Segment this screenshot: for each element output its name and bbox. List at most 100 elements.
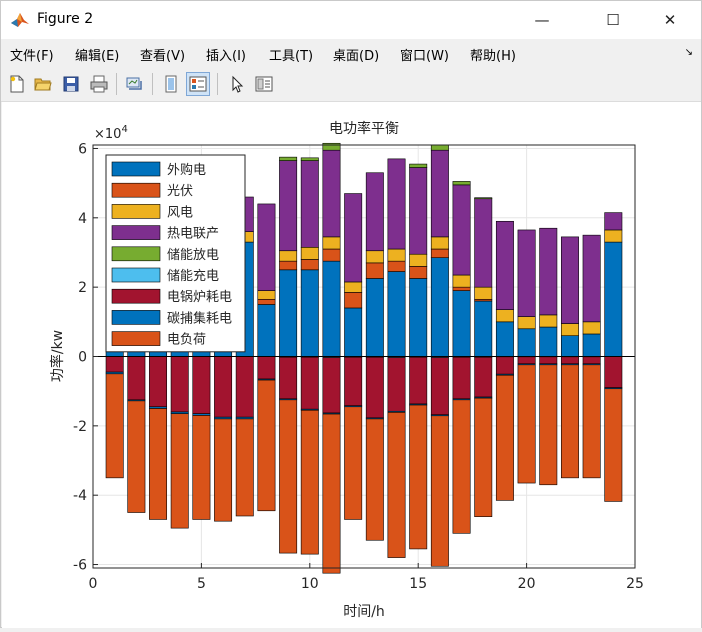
bar-segment-1-hour-11[interactable] bbox=[322, 260, 341, 357]
bar-segment-9-hour-7[interactable] bbox=[235, 418, 254, 517]
bar-segment-9-hour-8[interactable] bbox=[257, 379, 276, 512]
bar-segment-7-hour-16[interactable] bbox=[430, 357, 449, 416]
bar-segment-2-hour-16[interactable] bbox=[430, 248, 449, 258]
bar-segment-2-hour-14[interactable] bbox=[387, 260, 406, 272]
bar-segment-7-hour-13[interactable] bbox=[365, 356, 384, 419]
hide-plot-tools-icon[interactable] bbox=[159, 72, 183, 96]
menu-window[interactable]: 窗口(W) bbox=[400, 49, 449, 64]
menu-edit[interactable]: 编辑(E) bbox=[75, 49, 120, 64]
bar-segment-2-hour-9[interactable] bbox=[279, 260, 298, 271]
bar-segment-4-hour-21[interactable] bbox=[539, 227, 558, 316]
bar-segment-3-hour-21[interactable] bbox=[539, 314, 558, 328]
link-plot-icon[interactable] bbox=[122, 72, 146, 96]
bar-segment-9-hour-1[interactable] bbox=[105, 373, 124, 479]
bar-segment-4-hour-8[interactable] bbox=[257, 203, 276, 291]
bar-segment-5-hour-11[interactable] bbox=[322, 142, 341, 151]
bar-segment-9-hour-14[interactable] bbox=[387, 412, 406, 558]
bar-segment-7-hour-1[interactable] bbox=[105, 356, 124, 373]
bar-segment-2-hour-12[interactable] bbox=[344, 292, 363, 309]
bar-segment-3-hour-18[interactable] bbox=[474, 286, 493, 300]
bar-segment-2-hour-17[interactable] bbox=[452, 286, 471, 291]
bar-segment-3-hour-20[interactable] bbox=[517, 316, 536, 330]
print-icon[interactable] bbox=[87, 72, 111, 96]
bar-segment-1-hour-24[interactable] bbox=[604, 241, 623, 357]
bar-segment-3-hour-9[interactable] bbox=[279, 250, 298, 262]
bar-segment-9-hour-24[interactable] bbox=[604, 388, 623, 502]
bar-segment-7-hour-20[interactable] bbox=[517, 356, 536, 365]
bar-segment-1-hour-21[interactable] bbox=[539, 326, 558, 357]
pointer-icon[interactable] bbox=[225, 72, 249, 96]
bar-segment-4-hour-14[interactable] bbox=[387, 158, 406, 250]
new-figure-icon[interactable] bbox=[5, 72, 29, 96]
bar-segment-7-hour-12[interactable] bbox=[344, 356, 363, 407]
bar-segment-9-hour-15[interactable] bbox=[409, 404, 428, 550]
bar-segment-7-hour-15[interactable] bbox=[409, 356, 428, 405]
bar-segment-2-hour-11[interactable] bbox=[322, 248, 341, 262]
bar-segment-7-hour-22[interactable] bbox=[560, 356, 579, 365]
menu-help[interactable]: 帮助(H) bbox=[470, 49, 516, 64]
bar-segment-3-hour-13[interactable] bbox=[365, 250, 384, 264]
show-plot-tools-icon[interactable] bbox=[186, 72, 210, 96]
bar-segment-9-hour-2[interactable] bbox=[127, 400, 146, 513]
bar-segment-1-hour-20[interactable] bbox=[517, 328, 536, 357]
bar-segment-3-hour-23[interactable] bbox=[582, 321, 601, 335]
bar-segment-2-hour-13[interactable] bbox=[365, 262, 384, 279]
bar-segment-4-hour-18[interactable] bbox=[474, 198, 493, 288]
bar-segment-1-hour-9[interactable] bbox=[279, 269, 298, 357]
bar-segment-1-hour-19[interactable] bbox=[495, 321, 514, 357]
bar-segment-1-hour-14[interactable] bbox=[387, 271, 406, 357]
insert-colorbar-icon[interactable] bbox=[252, 72, 276, 96]
bar-segment-4-hour-11[interactable] bbox=[322, 149, 341, 238]
bar-segment-7-hour-10[interactable] bbox=[300, 356, 319, 410]
bar-segment-5-hour-15[interactable] bbox=[409, 163, 428, 168]
menu-view[interactable]: 查看(V) bbox=[140, 49, 186, 64]
bar-segment-7-hour-9[interactable] bbox=[279, 356, 298, 400]
bar-segment-4-hour-10[interactable] bbox=[300, 160, 319, 248]
bar-segment-5-hour-10[interactable] bbox=[300, 157, 319, 161]
bar-segment-1-hour-23[interactable] bbox=[582, 333, 601, 357]
bar-segment-9-hour-18[interactable] bbox=[474, 397, 493, 517]
menu-insert[interactable]: 插入(I) bbox=[206, 49, 246, 64]
bar-segment-9-hour-19[interactable] bbox=[495, 374, 514, 501]
bar-segment-9-hour-16[interactable] bbox=[430, 415, 449, 567]
bar-segment-4-hour-17[interactable] bbox=[452, 184, 471, 276]
bar-segment-7-hour-18[interactable] bbox=[474, 356, 493, 398]
bar-segment-3-hour-16[interactable] bbox=[430, 236, 449, 250]
bar-segment-9-hour-17[interactable] bbox=[452, 399, 471, 534]
minimize-button[interactable]: — bbox=[519, 1, 565, 39]
bar-segment-9-hour-13[interactable] bbox=[365, 418, 384, 541]
bar-segment-7-hour-14[interactable] bbox=[387, 357, 406, 412]
bar-segment-2-hour-10[interactable] bbox=[300, 259, 319, 271]
bar-segment-9-hour-12[interactable] bbox=[344, 406, 363, 520]
bar-segment-5-hour-16[interactable] bbox=[430, 144, 449, 151]
open-file-icon[interactable] bbox=[31, 72, 55, 96]
bar-segment-9-hour-23[interactable] bbox=[582, 364, 601, 479]
bar-segment-9-hour-11[interactable] bbox=[322, 413, 341, 574]
bar-segment-1-hour-13[interactable] bbox=[365, 278, 384, 357]
bar-segment-7-hour-19[interactable] bbox=[495, 356, 514, 375]
bar-segment-3-hour-10[interactable] bbox=[300, 246, 319, 260]
menu-overflow-icon[interactable]: ↘ bbox=[684, 47, 693, 58]
bar-segment-7-hour-11[interactable] bbox=[322, 357, 341, 414]
bar-segment-3-hour-14[interactable] bbox=[387, 248, 406, 262]
bar-segment-4-hour-19[interactable] bbox=[495, 220, 514, 310]
bar-segment-4-hour-13[interactable] bbox=[365, 172, 384, 252]
bar-segment-7-hour-4[interactable] bbox=[170, 356, 189, 413]
bar-segment-7-hour-24[interactable] bbox=[604, 356, 623, 389]
bar-segment-4-hour-12[interactable] bbox=[344, 193, 363, 283]
bar-segment-4-hour-20[interactable] bbox=[517, 229, 536, 317]
bar-segment-4-hour-22[interactable] bbox=[560, 236, 579, 324]
bar-segment-1-hour-22[interactable] bbox=[560, 335, 579, 357]
bar-segment-9-hour-20[interactable] bbox=[517, 364, 536, 484]
menu-desktop[interactable]: 桌面(D) bbox=[333, 49, 380, 64]
bar-segment-3-hour-22[interactable] bbox=[560, 323, 579, 336]
bar-segment-7-hour-8[interactable] bbox=[257, 356, 276, 380]
bar-segment-7-hour-6[interactable] bbox=[214, 356, 233, 418]
bar-segment-7-hour-5[interactable] bbox=[192, 356, 211, 415]
bar-segment-3-hour-19[interactable] bbox=[495, 309, 514, 323]
close-button[interactable]: ✕ bbox=[647, 1, 693, 39]
bar-segment-3-hour-12[interactable] bbox=[344, 281, 363, 293]
bar-segment-4-hour-24[interactable] bbox=[604, 212, 623, 231]
